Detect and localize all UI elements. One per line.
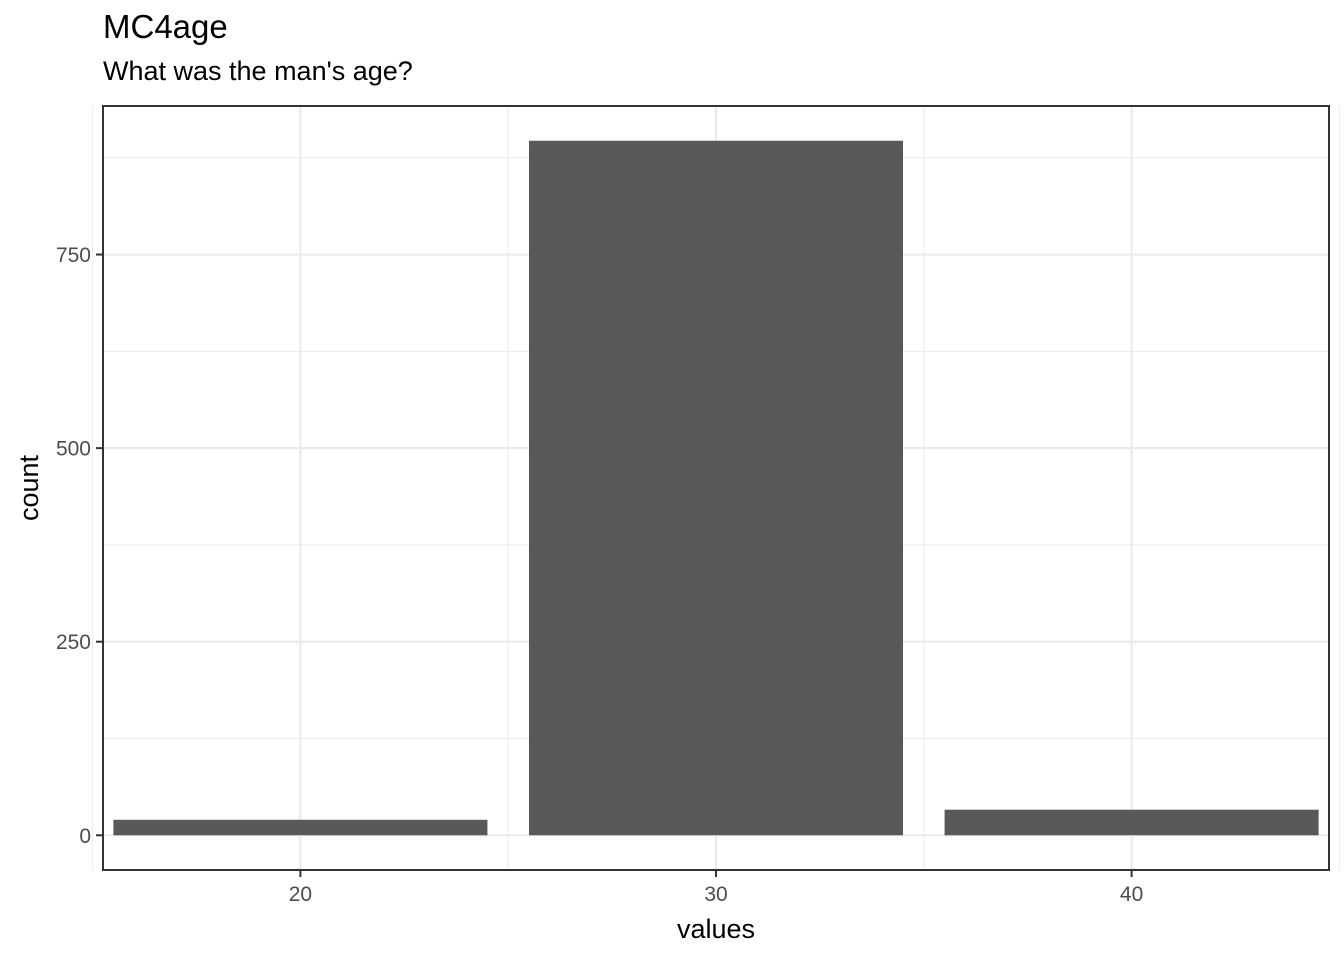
chart-title: MC4age	[103, 8, 228, 45]
y-tick-label: 0	[79, 825, 91, 848]
chart-subtitle: What was the man's age?	[103, 56, 413, 86]
y-tick-label: 750	[56, 244, 91, 267]
bar-30	[528, 140, 904, 836]
x-tick-label: 40	[1120, 883, 1143, 906]
axis-ticks: 20 30 40 0 250 500 750	[56, 244, 1143, 906]
bar-40	[944, 809, 1319, 836]
x-tick-label: 30	[704, 883, 727, 906]
y-tick-label: 250	[56, 631, 91, 654]
bar-20	[113, 819, 488, 836]
y-axis-title: count	[14, 454, 44, 521]
y-tick-label: 500	[56, 438, 91, 461]
bars	[113, 140, 1319, 836]
x-axis-title: values	[677, 914, 755, 944]
x-tick-label: 20	[289, 883, 312, 906]
